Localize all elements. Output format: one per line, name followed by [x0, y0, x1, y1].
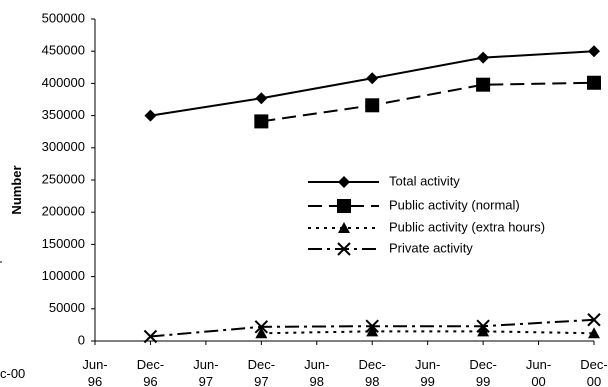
- axes: [91, 18, 595, 345]
- data-point-square: [587, 75, 601, 90]
- x-tick-label: Dec-: [469, 357, 496, 372]
- x-tick-label-year: 96: [88, 374, 102, 387]
- y-tick-label: 200000: [42, 204, 85, 219]
- data-point-x-stroke: [587, 313, 601, 327]
- data-point-triangle: [255, 327, 268, 339]
- data-point-x: [254, 320, 269, 334]
- x-tick-label: Dec-: [358, 357, 385, 372]
- y-tick-labels: 0 50000 100000 150000 200000 250000 300000 3500…: [42, 10, 85, 347]
- x-tick-label-year: 98: [310, 374, 324, 387]
- x-tick-label: Jun-: [193, 357, 218, 372]
- y-tick-label: 250000: [42, 171, 85, 186]
- data-point-diamond: [144, 109, 157, 122]
- x-tick-label: Dec-: [137, 357, 164, 372]
- data-point-triangle: [366, 325, 379, 337]
- y-tick-label: 100000: [42, 268, 85, 283]
- x-tick-label: Jun-: [415, 357, 440, 372]
- series-markers: [143, 45, 601, 344]
- data-point-x-stroke: [143, 329, 158, 344]
- y-tick-label: 150000: [42, 236, 85, 251]
- data-point-x: [587, 313, 601, 327]
- data-point-square: [476, 77, 491, 92]
- legend-marker-x-stroke: [337, 242, 351, 256]
- data-point-square: [254, 114, 269, 129]
- legend-marker-diamond: [338, 176, 350, 188]
- x-tick-label: Jun-: [82, 357, 107, 372]
- x-tick-label-year: 98: [365, 374, 379, 387]
- y-tick-label: 0: [78, 332, 85, 347]
- x-tick-label-year: 00: [531, 374, 545, 387]
- legend: Total activity Public activity (normal) Pu…: [308, 173, 545, 256]
- legend-marker-triangle: [338, 222, 350, 233]
- y-tick-label: 500000: [42, 10, 85, 25]
- x-tick-label: Dec-: [580, 357, 607, 372]
- legend-marker-x: [337, 242, 351, 256]
- y-tick-label: 300000: [42, 139, 85, 154]
- x-tick-labels: Jun- 96 Dec- 96 Jun- 97 Dec- 97 Jun- 98 Dec- 98 Jun-…: [82, 357, 607, 387]
- y-axis-title: Number: [9, 165, 24, 214]
- data-point-x-stroke: [365, 319, 379, 333]
- data-point-x-stroke: [476, 319, 490, 333]
- y-tick-label: 350000: [42, 107, 85, 122]
- data-point-square: [365, 98, 380, 113]
- x-tick-label-year: 99: [476, 374, 490, 387]
- data-point-triangle: [477, 325, 490, 337]
- y-tick-label: 50000: [49, 300, 85, 315]
- legend-label: Public activity (normal): [389, 197, 520, 212]
- data-point-x-stroke: [254, 320, 269, 334]
- cropped-axis-label: c-00: [0, 366, 25, 381]
- x-tick-label-year: 96: [143, 374, 157, 387]
- series-lines: [150, 50, 595, 338]
- data-point-diamond: [366, 72, 379, 85]
- data-point-diamond: [255, 92, 268, 105]
- series-line-2: [261, 330, 595, 335]
- x-tick-label-year: 97: [199, 374, 213, 387]
- data-point-diamond: [477, 51, 490, 64]
- x-tick-label: Jun-: [526, 357, 551, 372]
- legend-label: Total activity: [389, 173, 460, 188]
- y-tick-label: 400000: [42, 75, 85, 90]
- series-line-1: [261, 81, 595, 123]
- x-tick-label-year: 99: [420, 374, 434, 387]
- data-point-diamond: [588, 45, 600, 58]
- legend-marker-square: [337, 199, 351, 213]
- x-tick-label-year: 97: [254, 374, 268, 387]
- data-point-x: [365, 319, 379, 333]
- data-point-triangle: [588, 327, 600, 339]
- y-tick-label: 450000: [42, 43, 85, 58]
- x-tick-label: Dec-: [248, 357, 275, 372]
- x-tick-label: Jun-: [304, 357, 329, 372]
- x-tick-label-year: 00: [587, 374, 601, 387]
- legend-label: Public activity (extra hours): [389, 219, 545, 234]
- legend-label: Private activity: [389, 240, 473, 255]
- data-point-x: [143, 329, 158, 344]
- data-point-x: [476, 319, 490, 333]
